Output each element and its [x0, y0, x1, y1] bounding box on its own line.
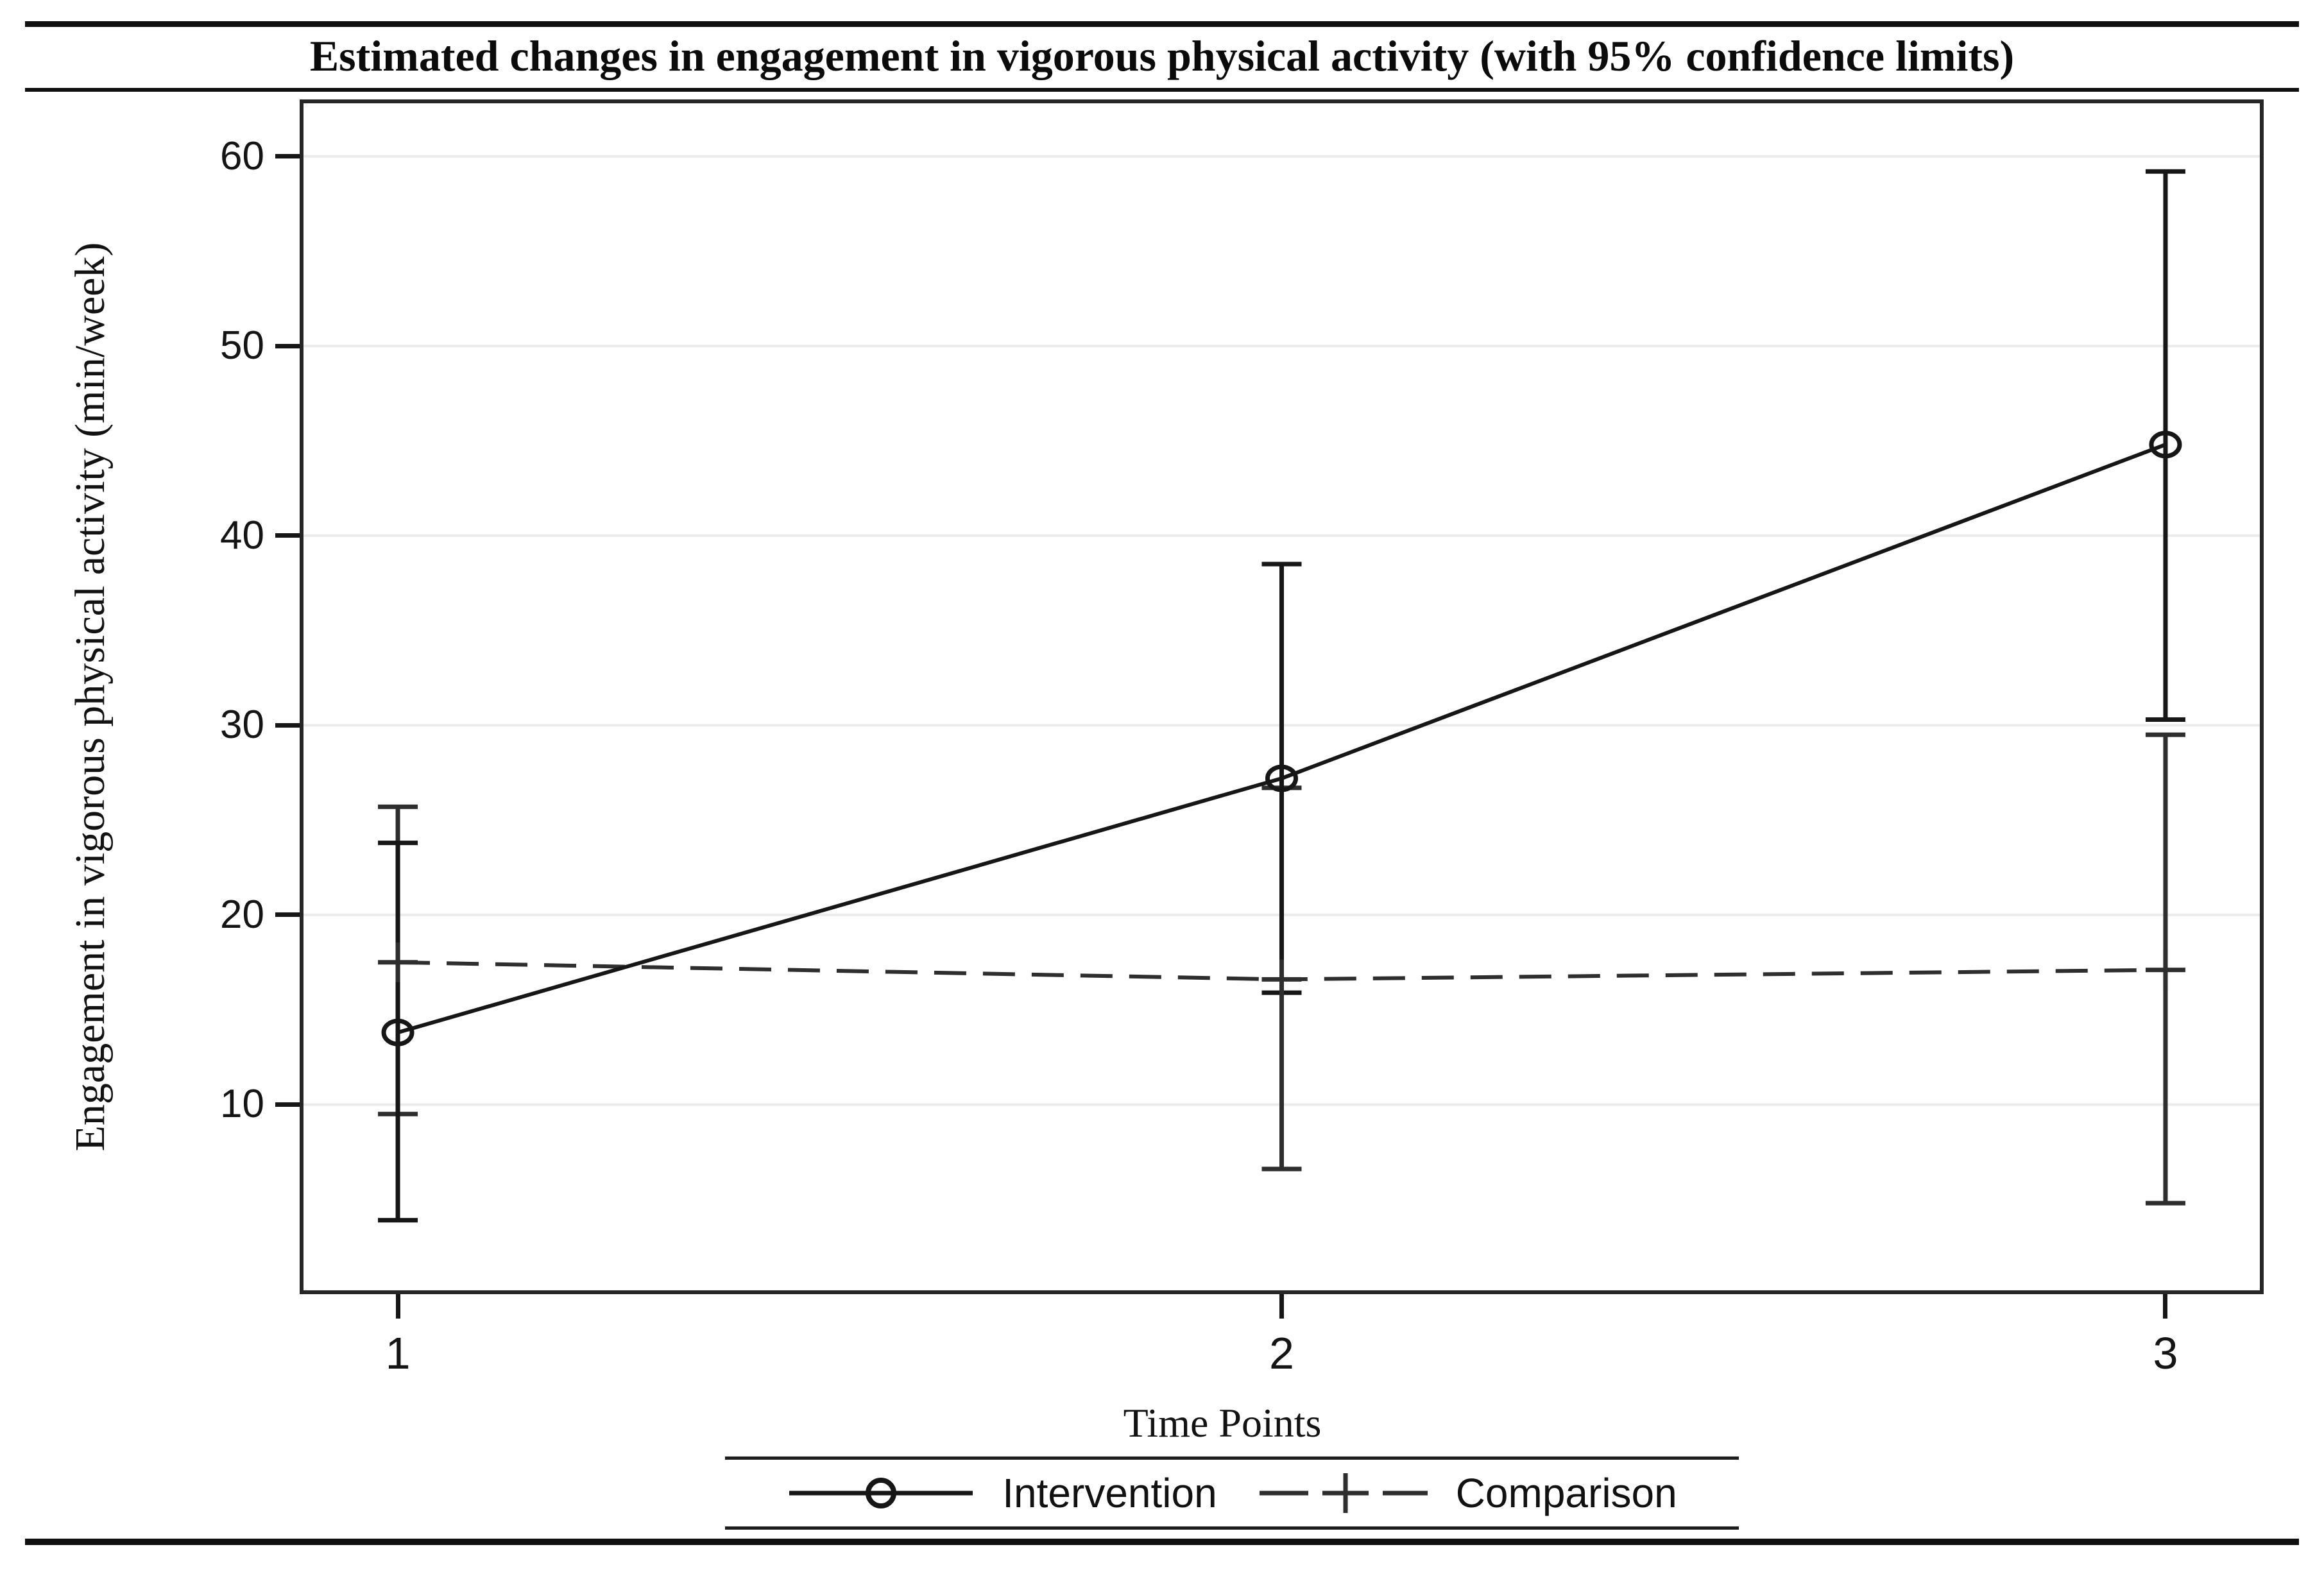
- y-tick-20: [275, 912, 300, 918]
- y-tick-label-10: 10: [220, 1082, 264, 1127]
- legend: Intervention Comparison: [725, 1457, 1739, 1530]
- legend-item-comparison: Comparison: [1258, 1466, 1677, 1520]
- series-line-intervention: [397, 443, 2167, 1035]
- y-tick-10: [275, 1102, 300, 1107]
- y-tick-40: [275, 533, 300, 538]
- x-tick-label-3: 3: [2153, 1328, 2178, 1378]
- x-tick-3: [2163, 1294, 2168, 1319]
- y-tick-label-60: 60: [220, 133, 264, 178]
- chart-title: Estimated changes in engagement in vigor…: [309, 31, 2015, 80]
- x-tick-1: [395, 1294, 400, 1319]
- legend-item-label: Comparison: [1455, 1470, 1677, 1516]
- legend-swatch-dashed-plus-icon: [1259, 1473, 1428, 1513]
- y-axis-title: Engagement in vigorous physical activity…: [67, 242, 114, 1152]
- y-tick-30: [275, 722, 300, 728]
- legend-item-intervention: Intervention: [787, 1466, 1217, 1520]
- x-tick-label-1: 1: [385, 1328, 411, 1378]
- y-tick-label-40: 40: [220, 513, 264, 558]
- title-divider-rule: [25, 88, 2299, 92]
- y-tick-label-50: 50: [220, 323, 264, 368]
- legend-swatch-solid-circle-icon: [789, 1478, 973, 1508]
- y-tick-label-30: 30: [220, 703, 264, 748]
- legend-item-label: Intervention: [1002, 1470, 1217, 1516]
- top-rule: [25, 21, 2299, 27]
- circle-marker-intervention-t1: [381, 1018, 414, 1047]
- bottom-rule: [25, 1539, 2299, 1545]
- plot-border: [300, 99, 2264, 1294]
- chart-plot-svg: [300, 99, 2264, 1294]
- y-tick-50: [275, 343, 300, 348]
- circle-marker-intervention-t3: [2149, 431, 2182, 459]
- plot-area: [300, 99, 2264, 1294]
- x-tick-label-2: 2: [1269, 1328, 1294, 1378]
- x-tick-2: [1279, 1294, 1284, 1319]
- y-tick-60: [275, 154, 300, 159]
- circle-marker-intervention-t2: [1265, 764, 1298, 792]
- y-tick-label-20: 20: [220, 892, 264, 937]
- x-axis-title: Time Points: [1123, 1400, 1322, 1446]
